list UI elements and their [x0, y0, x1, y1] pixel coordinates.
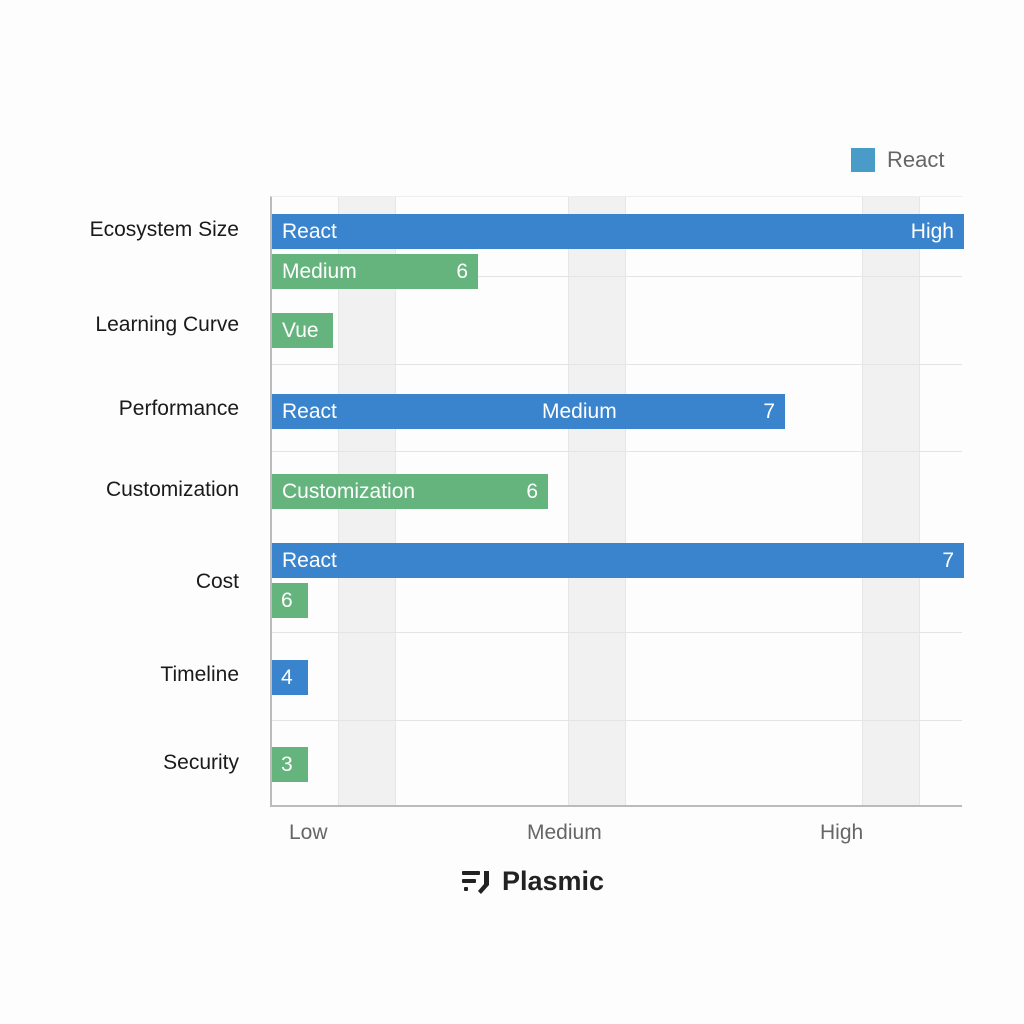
bar-timeline-blue[interactable]: 4 [272, 660, 308, 695]
y-label-performance: Performance [118, 397, 239, 420]
bar-label-left: React [282, 548, 337, 572]
gridline [272, 720, 962, 721]
brand-logo: Plasmic [460, 866, 604, 897]
legend-label: React [887, 147, 945, 172]
bar-label-left: React [282, 219, 337, 243]
y-label-customization: Customization [105, 478, 239, 501]
bar-label-right: 6 [456, 259, 468, 283]
y-label-learning-curve: Learning Curve [95, 313, 239, 336]
bar-cost-green[interactable]: 6 [272, 583, 308, 618]
bar-security-green[interactable]: 3 [272, 747, 308, 782]
legend-swatch-react [851, 148, 875, 172]
brand-name: Plasmic [502, 866, 605, 896]
plot-area: React High Medium 6 Vue React Medium 7 C… [270, 196, 964, 807]
gridline [272, 364, 962, 365]
bar-label-left: 4 [281, 665, 293, 689]
x-label-high: High [820, 821, 864, 844]
bar-ecosystem-react[interactable]: React High [272, 214, 964, 249]
bar-label-right: High [910, 219, 954, 243]
plasmic-logo-icon [462, 870, 489, 894]
bar-label-left: 6 [281, 588, 293, 612]
bar-label-right: 7 [942, 548, 954, 572]
bar-customization-green[interactable]: Customization 6 [272, 474, 548, 509]
gridline [272, 632, 962, 633]
y-label-cost: Cost [195, 570, 239, 593]
legend: React [851, 147, 944, 173]
gridline [272, 451, 962, 452]
y-label-security: Security [163, 751, 239, 774]
grid-band-high [862, 197, 920, 805]
bar-label-mid: Medium [542, 399, 617, 423]
bar-label-left: React [282, 399, 337, 423]
x-label-low: Low [289, 821, 328, 844]
bar-performance-react[interactable]: React Medium 7 [272, 394, 785, 429]
bar-label-left: Customization [282, 479, 416, 503]
bar-ecosystem-green[interactable]: Medium 6 [272, 254, 478, 289]
bar-label-right: 7 [763, 399, 775, 423]
y-label-ecosystem-size: Ecosystem Size [89, 218, 239, 241]
grid-band-medium [568, 197, 626, 805]
bar-label-left: Vue [282, 318, 319, 342]
bar-label-left: 3 [281, 752, 293, 776]
bar-label-left: Medium [282, 259, 357, 283]
bar-label-right: 6 [526, 479, 538, 503]
bar-learning-vue[interactable]: Vue [272, 313, 333, 348]
y-label-timeline: Timeline [160, 663, 239, 686]
x-label-medium: Medium [527, 821, 602, 844]
gridline [272, 276, 962, 277]
bar-cost-react[interactable]: React 7 [272, 543, 964, 578]
